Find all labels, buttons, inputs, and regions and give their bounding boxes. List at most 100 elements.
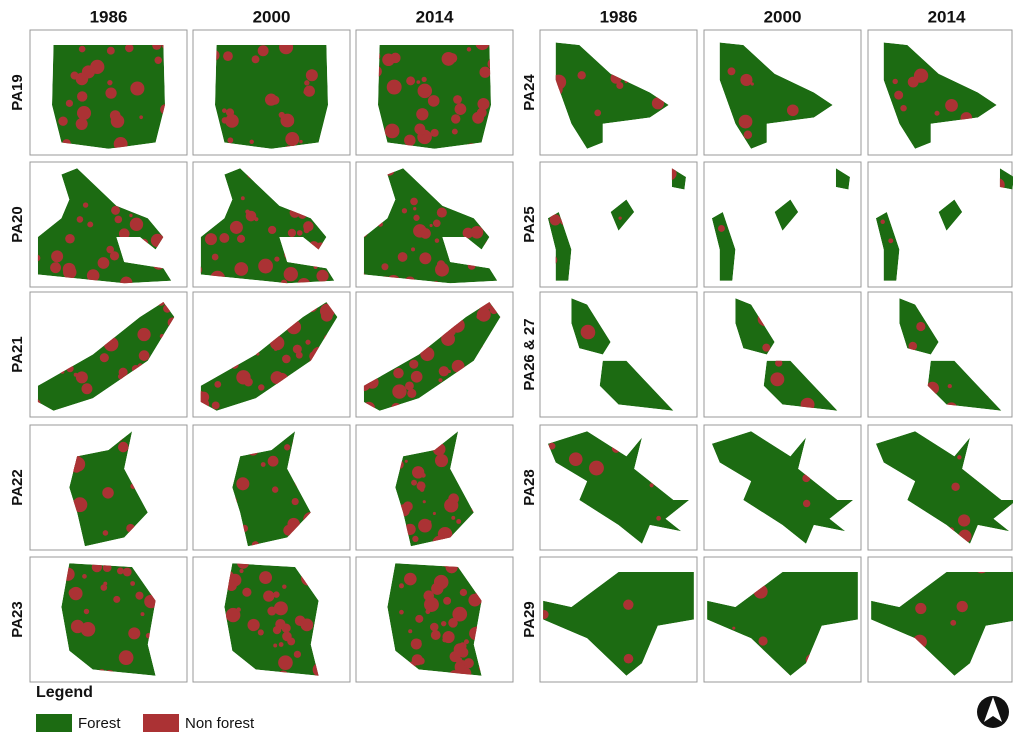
non-forest-patch xyxy=(119,650,134,665)
non-forest-patch xyxy=(477,98,489,110)
non-forest-patch xyxy=(268,226,276,234)
non-forest-patch xyxy=(301,619,314,632)
column-year: 2014 xyxy=(928,7,966,26)
legend-swatch-forest xyxy=(36,714,72,732)
non-forest-patch xyxy=(306,69,318,81)
non-forest-patch xyxy=(957,601,968,612)
non-forest-patch xyxy=(950,620,956,626)
non-forest-patch xyxy=(751,82,754,85)
non-forest-patch xyxy=(139,350,150,361)
non-forest-patch xyxy=(448,493,459,504)
non-forest-patch xyxy=(444,338,449,343)
non-forest-patch xyxy=(111,206,120,215)
column-year: 1986 xyxy=(600,7,638,26)
non-forest-patch xyxy=(230,221,243,234)
non-forest-patch xyxy=(443,597,451,605)
non-forest-patch xyxy=(476,314,481,319)
non-forest-patch xyxy=(455,103,467,115)
row-label: PA24 xyxy=(521,74,538,111)
non-forest-patch xyxy=(123,568,132,577)
non-forest-patch xyxy=(252,55,260,63)
non-forest-patch xyxy=(130,581,135,586)
non-forest-patch xyxy=(399,610,404,615)
non-forest-patch xyxy=(420,487,425,492)
non-forest-patch xyxy=(284,267,298,281)
non-forest-patch xyxy=(569,452,583,466)
non-forest-patch xyxy=(81,383,92,394)
non-forest-patch xyxy=(71,620,84,633)
non-forest-patch xyxy=(76,371,88,383)
non-forest-patch xyxy=(130,81,144,95)
non-forest-patch xyxy=(135,592,143,600)
non-forest-patch xyxy=(447,53,457,63)
non-forest-patch xyxy=(205,233,217,245)
non-forest-patch xyxy=(303,91,306,94)
non-forest-patch xyxy=(732,627,735,630)
non-forest-patch xyxy=(423,500,426,503)
non-forest-patch xyxy=(261,462,266,467)
non-forest-patch xyxy=(957,455,961,459)
non-forest-patch xyxy=(296,352,303,359)
non-forest-patch xyxy=(439,366,449,376)
non-forest-patch xyxy=(471,226,484,239)
non-forest-patch xyxy=(421,134,431,144)
non-forest-patch xyxy=(577,71,585,79)
non-forest-patch xyxy=(419,252,431,264)
non-forest-patch xyxy=(433,219,441,227)
non-forest-patch xyxy=(305,340,310,345)
non-forest-patch xyxy=(247,619,259,631)
non-forest-patch xyxy=(404,135,416,147)
non-forest-patch xyxy=(226,108,234,116)
non-forest-patch xyxy=(435,454,448,467)
non-forest-patch xyxy=(618,217,621,220)
non-forest-patch xyxy=(223,51,233,61)
non-forest-patch xyxy=(87,221,93,227)
non-forest-patch xyxy=(268,456,279,467)
non-forest-patch xyxy=(139,115,143,119)
non-forest-patch xyxy=(583,326,596,339)
non-forest-patch xyxy=(762,344,770,352)
non-forest-patch xyxy=(410,198,418,206)
non-forest-patch xyxy=(894,91,903,100)
row-label: PA19 xyxy=(9,74,26,110)
non-forest-patch xyxy=(399,583,404,588)
non-forest-patch xyxy=(442,631,454,643)
non-forest-patch xyxy=(415,470,423,478)
non-forest-patch xyxy=(125,44,133,52)
non-forest-patch xyxy=(452,129,458,135)
non-forest-patch xyxy=(259,571,272,584)
non-forest-patch xyxy=(770,372,784,386)
non-forest-patch xyxy=(464,639,469,644)
non-forest-patch xyxy=(464,658,474,668)
non-forest-patch xyxy=(900,105,906,111)
non-forest-patch xyxy=(453,95,462,104)
non-forest-patch xyxy=(279,642,284,647)
non-forest-patch xyxy=(803,500,810,507)
non-forest-patch xyxy=(263,590,274,601)
non-forest-patch xyxy=(129,214,132,217)
non-forest-patch xyxy=(416,108,428,120)
non-forest-patch xyxy=(294,651,301,658)
non-forest-patch xyxy=(458,647,468,657)
non-forest-patch xyxy=(65,234,75,244)
non-forest-patch xyxy=(740,74,752,86)
non-forest-patch xyxy=(385,124,400,139)
non-forest-patch xyxy=(110,251,119,260)
non-forest-patch xyxy=(428,95,440,107)
non-forest-patch xyxy=(441,621,446,626)
non-forest-patch xyxy=(84,609,89,614)
non-forest-patch xyxy=(650,483,654,487)
non-forest-patch xyxy=(222,117,228,123)
non-forest-patch xyxy=(452,607,467,622)
non-forest-patch xyxy=(437,207,447,217)
non-forest-patch xyxy=(916,322,925,331)
column-year: 2014 xyxy=(416,7,454,26)
non-forest-patch xyxy=(107,47,115,55)
non-forest-patch xyxy=(430,224,433,227)
non-forest-patch xyxy=(413,215,419,221)
non-forest-patch xyxy=(246,211,257,222)
non-forest-patch xyxy=(119,368,128,377)
non-forest-patch xyxy=(102,487,114,499)
map-panel xyxy=(868,292,1012,417)
non-forest-patch xyxy=(128,627,140,639)
